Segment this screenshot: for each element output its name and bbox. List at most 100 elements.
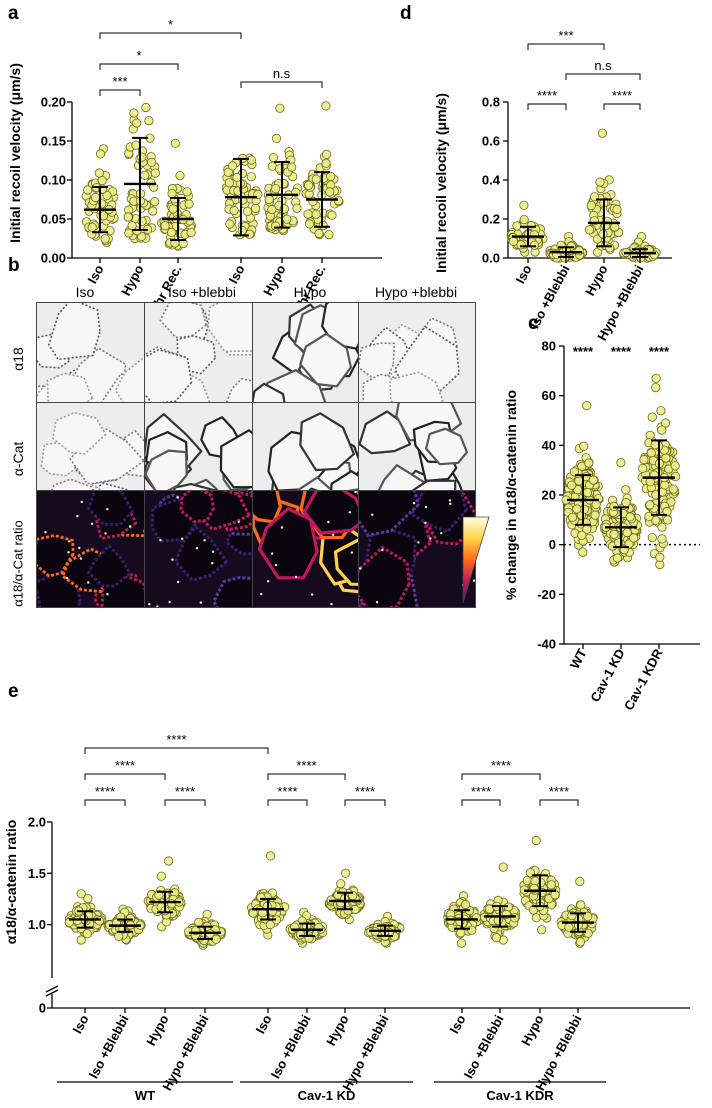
data-point (148, 206, 158, 216)
data-point (327, 210, 337, 220)
data-point (567, 480, 577, 490)
bright-speck (65, 576, 69, 580)
cell-outline (253, 491, 282, 524)
bright-speck (211, 550, 215, 553)
data-point (657, 425, 667, 435)
bright-speck (90, 522, 94, 525)
data-point (268, 153, 278, 163)
data-point (225, 219, 235, 229)
column-label-iso-blebbi: Iso +blebbi (167, 284, 237, 300)
data-points-4 (247, 851, 290, 940)
column-label-iso: Iso (75, 284, 95, 300)
data-point (295, 930, 306, 940)
cell-outline (321, 303, 369, 350)
bright-speck (176, 496, 179, 499)
data-point (578, 547, 588, 557)
data-point (87, 222, 97, 232)
y-tick-label: 0 (549, 537, 556, 552)
y-tick-label: 20 (542, 488, 556, 503)
category-label: Cav-1 KD (587, 646, 627, 704)
data-point (583, 928, 593, 938)
data-point (325, 187, 335, 197)
data-point (629, 533, 639, 543)
data-point (655, 552, 665, 562)
bright-speck (104, 532, 107, 535)
bright-speck (472, 579, 475, 582)
significance-label: **** (573, 344, 594, 359)
category-label: Iso (513, 262, 535, 286)
y-tick-label: 1.0 (28, 917, 46, 932)
y-tick-label: 0.05 (41, 212, 66, 227)
data-point (456, 928, 466, 938)
data-point (616, 458, 626, 468)
category-label: Iso +Blebbi (86, 1012, 132, 1081)
cell-outline (425, 427, 468, 466)
data-point (321, 158, 331, 168)
bright-speck (44, 531, 47, 534)
category-label: Hypo (582, 262, 611, 298)
data-point (243, 206, 253, 216)
data-point (662, 515, 673, 525)
cell-outline (37, 534, 75, 578)
data-point (123, 212, 133, 222)
data-point (270, 221, 281, 231)
data-point (670, 461, 680, 471)
cell-outline (52, 411, 107, 455)
bright-speck (68, 540, 71, 543)
bright-speck (87, 581, 90, 584)
significance-bracket (84, 747, 269, 754)
significance-bracket (461, 773, 541, 780)
data-point (584, 225, 595, 235)
data-point (651, 373, 661, 383)
data-point (576, 900, 586, 910)
bright-speck (106, 508, 109, 511)
y-axis-label: % change in α18/α-catenin ratio (503, 390, 519, 600)
panel-label-e: e (8, 681, 19, 702)
bright-speck (171, 558, 174, 561)
bright-speck (195, 547, 199, 550)
data-point (304, 219, 315, 229)
data-point (150, 197, 160, 207)
y-tick-label: 60 (542, 388, 556, 403)
data-point (645, 500, 655, 510)
significance-label: **** (166, 732, 186, 747)
data-point (229, 205, 239, 216)
significance-label: * (168, 17, 173, 32)
data-point (237, 225, 247, 236)
data-point (271, 133, 282, 143)
cell-outline (359, 545, 411, 607)
data-point (644, 511, 654, 522)
data-point (621, 497, 631, 508)
significance-bracket (267, 799, 308, 806)
category-label: Iso +Blebbi (268, 1012, 314, 1081)
y-tick-label: 0.2 (482, 212, 500, 227)
bright-speck (168, 600, 171, 604)
category-label: Iso (253, 1012, 275, 1036)
row-label-alpha18: α18 (10, 347, 26, 371)
bright-speck (294, 575, 298, 579)
y-tick-label: 0.15 (41, 134, 66, 149)
y-tick-label: 1.5 (28, 866, 46, 881)
bright-speck (260, 592, 263, 596)
data-point (265, 851, 276, 861)
y-tick-label: 0.20 (41, 95, 66, 110)
data-point (182, 187, 192, 197)
data-point (666, 497, 676, 507)
y-tick-label: 40 (542, 438, 556, 453)
data-point (522, 875, 532, 886)
y-tick-label: 0.10 (41, 173, 66, 188)
data-point (292, 203, 302, 213)
significance-bracket (461, 799, 501, 806)
data-point (324, 230, 334, 240)
category-label: Hypo (518, 1012, 547, 1048)
bright-speck (330, 602, 333, 606)
data-point (321, 149, 332, 159)
data-point (156, 871, 166, 881)
data-point (245, 229, 255, 239)
data-point (100, 234, 110, 244)
cell-outline (299, 332, 352, 388)
bright-speck (266, 580, 270, 583)
data-point (321, 101, 331, 111)
category-label: Cav-1 KDR (621, 646, 666, 713)
cell-outline (174, 525, 228, 582)
